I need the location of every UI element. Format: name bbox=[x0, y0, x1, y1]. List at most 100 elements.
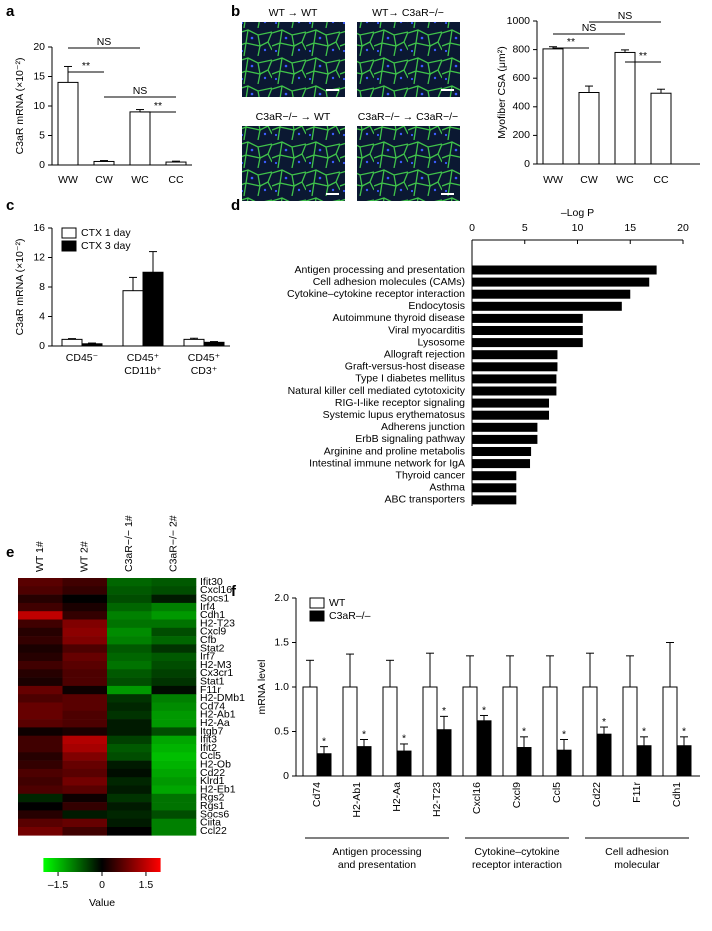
heatmap-cell bbox=[107, 785, 152, 795]
heatmap-cell bbox=[18, 694, 63, 703]
x-tick-label: WC bbox=[616, 174, 634, 186]
heatmap-cell bbox=[62, 636, 108, 645]
significance: * bbox=[642, 726, 646, 738]
y-tick-label: 8 bbox=[39, 281, 45, 293]
heatmap-cell bbox=[18, 793, 63, 803]
heatmap-cell bbox=[151, 619, 197, 629]
y-tick-label: Allograft rejection bbox=[384, 348, 465, 360]
significance: * bbox=[362, 728, 366, 740]
heatmap-cell bbox=[107, 768, 152, 778]
bar bbox=[472, 289, 631, 299]
heatmap-cell bbox=[62, 802, 108, 811]
y-axis-label: C3aR mRNA (×10⁻²) bbox=[14, 58, 26, 155]
heatmap-cell bbox=[62, 818, 108, 828]
heatmap-cell bbox=[151, 669, 197, 678]
heatmap-cell bbox=[62, 578, 108, 587]
y-tick-label: Autoimmune thyroid disease bbox=[333, 312, 466, 324]
bar bbox=[636, 745, 652, 777]
bar bbox=[122, 290, 144, 347]
row-label: H2-Aa bbox=[200, 717, 230, 729]
heatmap-cell bbox=[107, 719, 152, 728]
bar bbox=[472, 277, 650, 287]
bar bbox=[556, 749, 572, 777]
y-tick-label: Antigen processing and presentation bbox=[295, 264, 466, 276]
y-tick-label: 16 bbox=[33, 222, 45, 234]
bar bbox=[165, 161, 187, 166]
heatmap-cell bbox=[62, 619, 108, 629]
comparison-label: NS bbox=[618, 10, 633, 22]
row-label: Ccl22 bbox=[200, 825, 227, 837]
row-label: Cd74 bbox=[200, 700, 225, 712]
significance: * bbox=[402, 733, 406, 745]
comparison-label: ** bbox=[639, 50, 647, 62]
y-tick-label: 0 bbox=[39, 159, 45, 171]
heatmap-cell bbox=[107, 793, 152, 803]
y-tick-label: 0 bbox=[524, 158, 530, 170]
x-tick-label: F11r bbox=[631, 781, 643, 802]
heatmap-cell bbox=[18, 619, 63, 629]
legend-swatch bbox=[309, 597, 325, 609]
micrograph bbox=[357, 22, 460, 97]
heatmap-cell bbox=[18, 727, 63, 736]
heatmap-cell bbox=[62, 694, 108, 703]
bar bbox=[61, 338, 83, 347]
colorbar-tick-label: 1.5 bbox=[139, 879, 154, 891]
x-tick-label: CD11b⁺ bbox=[124, 365, 162, 377]
heatmap-cell bbox=[62, 719, 108, 728]
y-tick-label: 15 bbox=[33, 70, 45, 82]
heatmap-cell bbox=[107, 752, 152, 761]
heatmap-cell bbox=[151, 827, 197, 836]
bar bbox=[129, 111, 151, 166]
heatmap-cell bbox=[107, 669, 152, 678]
heatmap-cell bbox=[151, 636, 197, 645]
heatmap-cell bbox=[107, 760, 152, 770]
bar bbox=[472, 338, 583, 348]
heatmap-cell bbox=[18, 636, 63, 645]
y-tick-label: ABC transporters bbox=[384, 494, 465, 506]
heatmap-cell bbox=[107, 594, 152, 604]
heatmap-cell bbox=[107, 611, 152, 620]
heatmap-cell bbox=[62, 586, 108, 595]
heatmap-cell bbox=[18, 602, 63, 612]
heatmap-cell bbox=[18, 669, 63, 678]
heatmap-cell bbox=[18, 627, 63, 637]
x-tick-label: H2-T23 bbox=[431, 782, 443, 817]
micrograph-label: WT→ C3aR−/− bbox=[372, 7, 444, 19]
heatmap-cell bbox=[151, 802, 197, 811]
heatmap-cell bbox=[107, 677, 152, 687]
x-tick-label: Cxcl16 bbox=[471, 782, 483, 814]
heatmap-cell bbox=[107, 710, 152, 720]
heatmap-cell bbox=[62, 652, 108, 662]
heatmap-cell bbox=[107, 602, 152, 612]
comparison-label: ** bbox=[82, 60, 90, 72]
bar bbox=[542, 48, 564, 165]
heatmap-cell bbox=[62, 827, 108, 836]
y-tick-label: 1000 bbox=[507, 15, 531, 27]
heatmap-cell bbox=[62, 735, 108, 745]
heatmap-cell bbox=[62, 702, 108, 712]
legend-label: C3aR–/– bbox=[329, 610, 371, 622]
bar bbox=[614, 51, 636, 165]
heatmap-cell bbox=[151, 752, 197, 761]
row-label: H2-DMb1 bbox=[200, 692, 245, 704]
bar bbox=[472, 410, 550, 420]
bar bbox=[81, 343, 103, 347]
y-tick-label: Cytokine–cytokine receptor interaction bbox=[287, 288, 465, 300]
y-tick-label: ErbB signaling pathway bbox=[355, 433, 465, 445]
bar bbox=[472, 495, 517, 505]
heatmap-cell bbox=[18, 768, 63, 778]
bar bbox=[356, 746, 372, 777]
bar bbox=[472, 386, 557, 396]
bar bbox=[596, 733, 612, 777]
heatmap-cell bbox=[18, 802, 63, 811]
y-tick-label: 0.5 bbox=[274, 725, 289, 737]
heatmap-cell bbox=[62, 644, 108, 653]
legend-swatch bbox=[61, 227, 77, 239]
colorbar-tick-label: –1.5 bbox=[48, 879, 69, 891]
legend-label: CTX 3 day bbox=[81, 240, 131, 252]
panel-letter: a bbox=[6, 3, 15, 20]
heatmap-cell bbox=[151, 768, 197, 778]
row-label: F11r bbox=[200, 684, 221, 696]
heatmap-cell bbox=[151, 644, 197, 653]
heatmap-cell bbox=[107, 644, 152, 653]
